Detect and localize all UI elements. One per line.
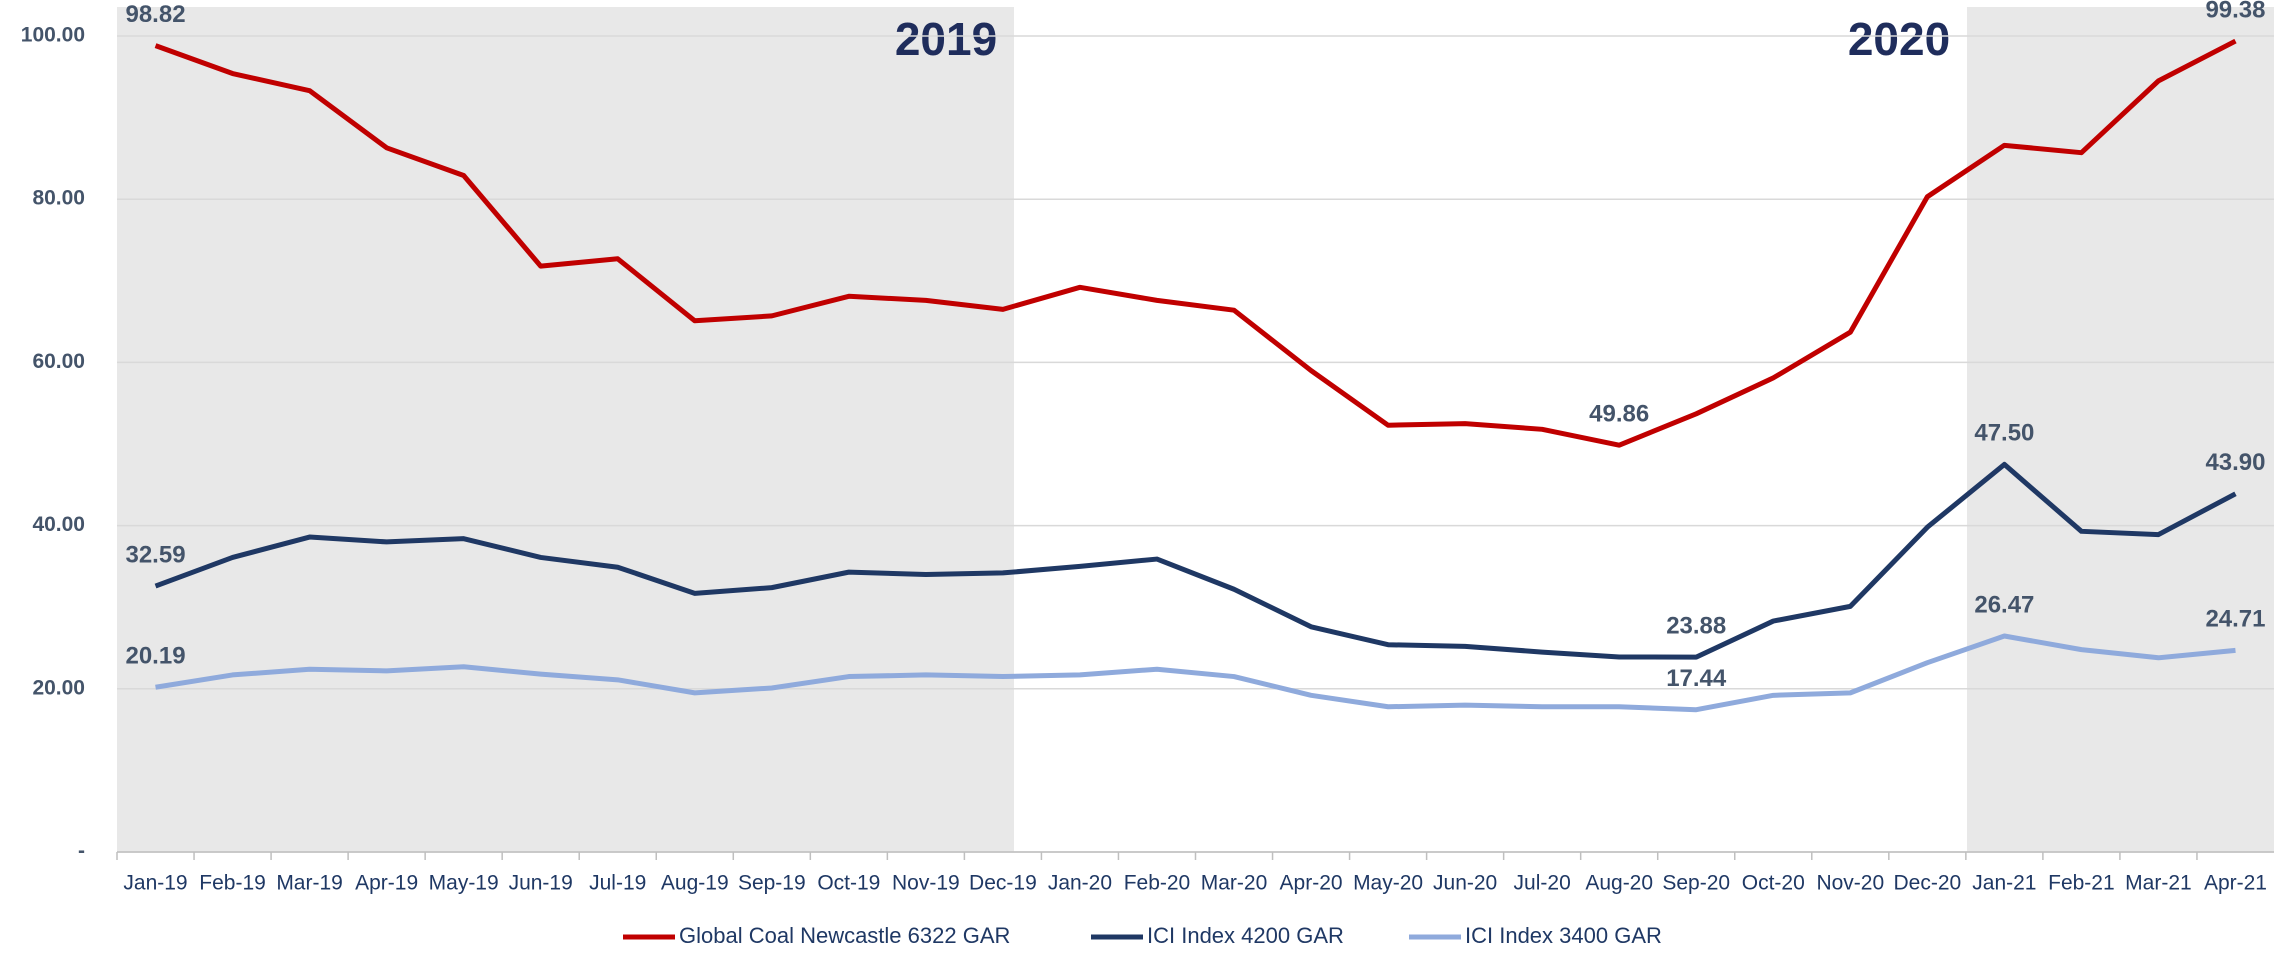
x-tick-label: Mar-19 xyxy=(276,872,343,895)
x-tick-label: Jan-21 xyxy=(1972,872,2036,895)
x-tick-label: Feb-21 xyxy=(2048,872,2115,895)
x-tick-label: Sep-19 xyxy=(738,872,806,895)
x-tick-label: Feb-19 xyxy=(199,872,266,895)
series-line xyxy=(154,461,2237,660)
data-label: 43.90 xyxy=(2205,449,2265,476)
y-tick-label: 20.00 xyxy=(32,676,85,699)
x-tick-label: Mar-20 xyxy=(1201,872,1268,895)
data-label: 47.50 xyxy=(1974,420,2034,447)
y-tick-label: 60.00 xyxy=(32,350,85,373)
data-label: 32.59 xyxy=(125,541,185,568)
data-label: 23.88 xyxy=(1666,612,1726,639)
y-tick-label: 40.00 xyxy=(32,513,85,536)
x-tick-label: Aug-19 xyxy=(661,872,729,895)
x-tick-label: Oct-20 xyxy=(1742,872,1805,895)
annotation: 2019 xyxy=(895,13,997,65)
annotation: 2020 xyxy=(1848,13,1950,65)
data-label: 99.38 xyxy=(2205,0,2265,23)
x-tick-label: May-20 xyxy=(1353,872,1423,895)
x-tick-label: Jan-20 xyxy=(1048,872,1112,895)
y-tick-label: - xyxy=(78,840,85,863)
x-tick-label: Jul-20 xyxy=(1514,872,1571,895)
x-tick-label: Apr-21 xyxy=(2204,872,2267,895)
x-tick-label: Apr-20 xyxy=(1280,872,1343,895)
data-label: 49.86 xyxy=(1589,400,1649,427)
x-tick-label: May-19 xyxy=(429,872,499,895)
data-label: 98.82 xyxy=(125,1,185,28)
x-tick-label: Jul-19 xyxy=(589,872,646,895)
x-tick-label: Dec-19 xyxy=(969,872,1037,895)
x-tick-label: Nov-19 xyxy=(892,872,960,895)
x-tick-label: Mar-21 xyxy=(2125,872,2192,895)
y-tick-label: 80.00 xyxy=(32,187,85,210)
data-label: 24.71 xyxy=(2205,606,2265,633)
y-tick-label: 100.00 xyxy=(21,24,85,47)
data-label: 26.47 xyxy=(1974,591,2034,618)
x-tick-label: Jan-19 xyxy=(123,872,187,895)
data-label: 17.44 xyxy=(1666,665,1727,692)
x-tick-label: Jun-20 xyxy=(1433,872,1497,895)
legend-label: Global Coal Newcastle 6322 GAR xyxy=(679,923,1010,948)
series-line xyxy=(155,633,2236,713)
x-tick-label: Feb-20 xyxy=(1124,872,1191,895)
x-tick-label: Aug-20 xyxy=(1585,872,1653,895)
legend-label: ICI Index 3400 GAR xyxy=(1465,923,1662,948)
x-tick-label: Apr-19 xyxy=(355,872,418,895)
x-tick-label: Nov-20 xyxy=(1816,872,1884,895)
x-tick-label: Sep-20 xyxy=(1662,872,1730,895)
shaded-period xyxy=(117,7,1014,852)
x-tick-label: Oct-19 xyxy=(817,872,880,895)
series-line xyxy=(154,38,2237,448)
x-tick-label: Dec-20 xyxy=(1893,872,1961,895)
data-label: 20.19 xyxy=(125,643,185,670)
legend-label: ICI Index 4200 GAR xyxy=(1147,923,1344,948)
x-tick-label: Jun-19 xyxy=(509,872,573,895)
